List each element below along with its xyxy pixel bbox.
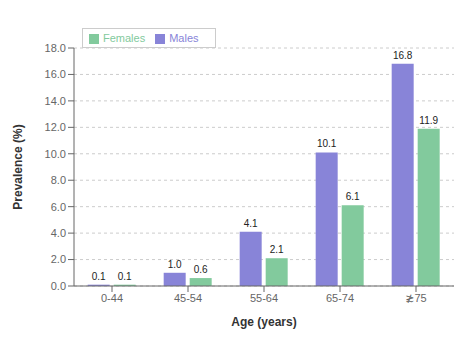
svg-text:6.1: 6.1 xyxy=(346,191,360,202)
svg-text:2.0: 2.0 xyxy=(51,253,66,265)
svg-text:6.0: 6.0 xyxy=(51,201,66,213)
svg-text:0.6: 0.6 xyxy=(194,264,208,275)
svg-text:45-54: 45-54 xyxy=(174,292,202,304)
svg-text:0.0: 0.0 xyxy=(51,280,66,292)
svg-text:10.1: 10.1 xyxy=(317,138,337,149)
svg-text:16.0: 16.0 xyxy=(45,68,66,80)
svg-text:1.0: 1.0 xyxy=(168,259,182,270)
svg-text:18.0: 18.0 xyxy=(45,42,66,54)
svg-text:55-64: 55-64 xyxy=(250,292,278,304)
svg-text:≵75: ≵75 xyxy=(405,292,426,304)
svg-text:4.1: 4.1 xyxy=(244,218,258,229)
svg-text:65-74: 65-74 xyxy=(326,292,354,304)
svg-text:16.8: 16.8 xyxy=(393,50,413,61)
svg-text:0.1: 0.1 xyxy=(118,271,132,282)
html-text:Females: Females xyxy=(103,32,146,44)
svg-text:12.0: 12.0 xyxy=(45,121,66,133)
svg-text:Prevalence (%): Prevalence (%) xyxy=(11,124,25,209)
html-text:Males: Males xyxy=(169,32,199,44)
svg-text:0-44: 0-44 xyxy=(101,292,123,304)
svg-text:4.0: 4.0 xyxy=(51,227,66,239)
svg-text:2.1: 2.1 xyxy=(270,244,284,255)
svg-text:0.1: 0.1 xyxy=(92,271,106,282)
svg-text:11.9: 11.9 xyxy=(419,115,438,126)
svg-text:Age (years): Age (years) xyxy=(231,315,296,329)
svg-text:14.0: 14.0 xyxy=(45,95,66,107)
svg-text:8.0: 8.0 xyxy=(51,174,66,186)
svg-text:10.0: 10.0 xyxy=(45,148,66,160)
